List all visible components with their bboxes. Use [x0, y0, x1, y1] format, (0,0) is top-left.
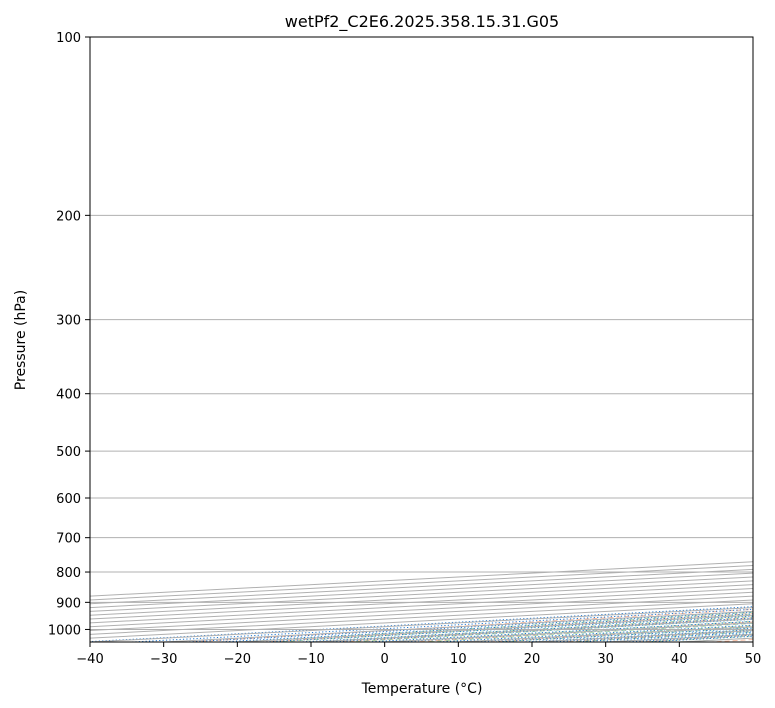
plot-area: 0.10.20.40.611.52346810131620253036-100-… [90, 37, 753, 642]
y-tick-label: 300 [56, 314, 81, 329]
mixing-ratio-lines [90, 606, 753, 642]
x-tick-label: −20 [224, 652, 251, 667]
y-tick-label: 800 [56, 566, 81, 581]
y-axis-label: Pressure (hPa) [13, 290, 29, 390]
mixing-ratio-line [218, 613, 753, 642]
plot-frame [89, 36, 754, 643]
x-tick-label: −30 [150, 652, 177, 667]
y-tick-label: 900 [56, 596, 81, 611]
x-axis-label: Temperature (°C) [361, 681, 483, 697]
x-axis-ticks: −40 −30 −20 −10 0 10 20 30 40 50 [76, 642, 761, 667]
x-tick-label: 0 [381, 652, 389, 667]
x-tick-label: 20 [524, 652, 541, 667]
y-tick-label: 500 [56, 445, 81, 460]
x-tick-label: 50 [745, 652, 762, 667]
y-axis-ticks: 100 200 300 400 500 600 700 800 900 1000 [48, 31, 90, 638]
y-tick-label: 400 [56, 388, 81, 403]
chart-title: wetPf2_C2E6.2025.358.15.31.G05 [285, 12, 559, 32]
y-tick-label: 200 [56, 209, 81, 224]
x-tick-label: 10 [450, 652, 467, 667]
y-tick-label: 100 [56, 31, 81, 46]
y-tick-label: 700 [56, 532, 81, 547]
y-tick-label: 600 [56, 492, 81, 507]
pressure-gridlines [90, 37, 753, 630]
x-tick-label: −10 [297, 652, 324, 667]
mixing-ratio-line [262, 615, 753, 642]
x-tick-label: −40 [76, 652, 103, 667]
x-tick-label: 30 [597, 652, 614, 667]
x-tick-label: 40 [671, 652, 688, 667]
mixing-ratio-line [185, 611, 753, 642]
y-tick-label: 1000 [48, 623, 81, 638]
